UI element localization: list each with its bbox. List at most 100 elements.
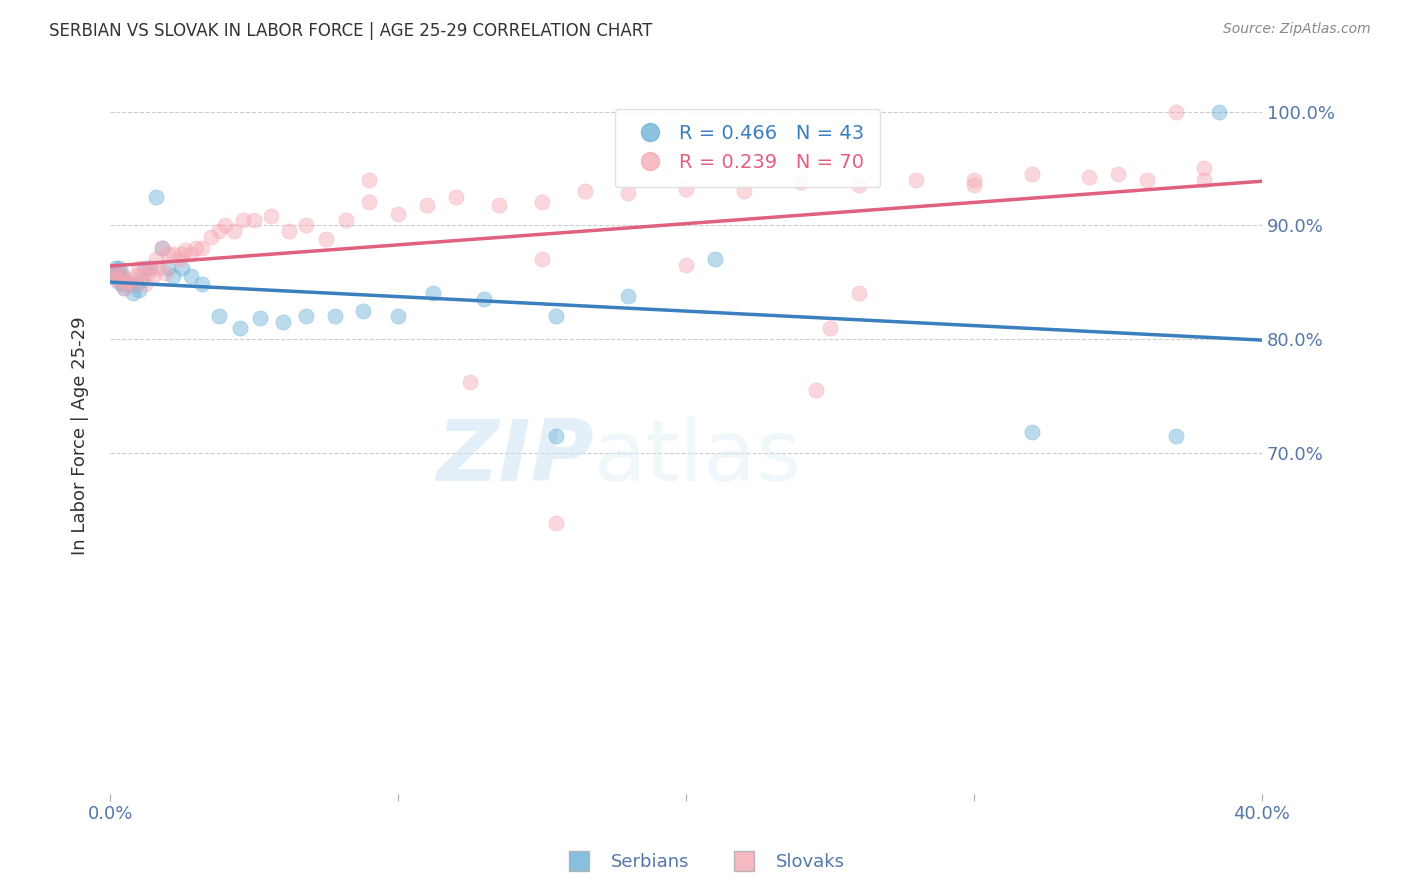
Point — [114, 281, 136, 295]
Point — [260, 209, 283, 223]
Point — [546, 516, 568, 530]
Point — [387, 309, 409, 323]
Text: atlas: atlas — [593, 416, 801, 499]
Point — [335, 212, 357, 227]
Point — [107, 261, 129, 276]
Point — [134, 277, 156, 292]
Point — [114, 275, 136, 289]
Point — [422, 286, 444, 301]
Point — [315, 232, 337, 246]
Point — [174, 244, 197, 258]
Point — [458, 375, 481, 389]
Point — [136, 266, 159, 280]
Point — [617, 186, 640, 201]
Point — [733, 184, 755, 198]
Point — [170, 246, 193, 260]
Point — [145, 190, 167, 204]
Point — [703, 252, 725, 267]
Point — [153, 266, 176, 280]
Point — [107, 269, 129, 284]
Point — [191, 241, 214, 255]
Point — [1021, 425, 1043, 439]
Point — [110, 269, 132, 284]
Point — [131, 273, 153, 287]
Point — [150, 241, 173, 255]
Point — [574, 184, 596, 198]
Point — [114, 281, 136, 295]
Point — [214, 219, 236, 233]
Point — [359, 195, 381, 210]
Point — [162, 269, 184, 284]
Text: ZIP: ZIP — [436, 416, 593, 499]
Point — [110, 277, 132, 292]
Point — [120, 273, 142, 287]
Point — [387, 207, 409, 221]
Point — [134, 261, 156, 276]
Point — [107, 275, 129, 289]
Point — [228, 320, 250, 334]
Point — [617, 289, 640, 303]
Point — [1208, 104, 1230, 119]
Point — [675, 258, 697, 272]
Point — [128, 283, 150, 297]
Point — [110, 266, 132, 280]
Point — [114, 273, 136, 287]
Point — [120, 277, 142, 292]
Point — [104, 261, 127, 276]
Point — [191, 277, 214, 292]
Point — [162, 246, 184, 260]
Point — [101, 266, 124, 280]
Point — [150, 241, 173, 255]
Point — [546, 428, 568, 442]
Text: Source: ZipAtlas.com: Source: ZipAtlas.com — [1223, 22, 1371, 37]
Point — [148, 261, 170, 276]
Point — [848, 178, 870, 193]
Point — [963, 178, 986, 193]
Point — [180, 269, 202, 284]
Point — [359, 173, 381, 187]
Text: SERBIAN VS SLOVAK IN LABOR FORCE | AGE 25-29 CORRELATION CHART: SERBIAN VS SLOVAK IN LABOR FORCE | AGE 2… — [49, 22, 652, 40]
Point — [295, 309, 318, 323]
Point — [117, 275, 139, 289]
Point — [104, 269, 127, 284]
Point — [488, 198, 510, 212]
Point — [1194, 173, 1216, 187]
Point — [277, 224, 299, 238]
Point — [1136, 173, 1159, 187]
Point — [790, 175, 813, 189]
Point — [101, 269, 124, 284]
Point — [131, 266, 153, 280]
Point — [104, 273, 127, 287]
Point — [117, 275, 139, 289]
Point — [444, 190, 467, 204]
Point — [145, 252, 167, 267]
Point — [139, 261, 162, 276]
Legend: R = 0.466   N = 43, R = 0.239   N = 70: R = 0.466 N = 43, R = 0.239 N = 70 — [614, 109, 880, 187]
Point — [1078, 170, 1101, 185]
Point — [1021, 167, 1043, 181]
Point — [208, 309, 231, 323]
Point — [156, 261, 179, 276]
Point — [249, 311, 271, 326]
Point — [530, 252, 553, 267]
Point — [818, 320, 841, 334]
Point — [474, 292, 496, 306]
Point — [1164, 104, 1187, 119]
Point — [416, 198, 439, 212]
Point — [1194, 161, 1216, 176]
Point — [546, 309, 568, 323]
Point — [170, 261, 193, 276]
Point — [675, 182, 697, 196]
Point — [125, 269, 148, 284]
Point — [107, 269, 129, 284]
Point — [1164, 428, 1187, 442]
Point — [167, 252, 190, 267]
Y-axis label: In Labor Force | Age 25-29: In Labor Force | Age 25-29 — [72, 317, 89, 555]
Point — [125, 277, 148, 292]
Point — [963, 173, 986, 187]
Point — [231, 212, 253, 227]
Point — [101, 263, 124, 277]
Point — [128, 261, 150, 276]
Point — [271, 315, 294, 329]
Point — [243, 212, 266, 227]
